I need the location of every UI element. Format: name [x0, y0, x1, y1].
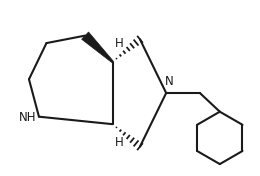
Text: H: H [114, 37, 123, 50]
Polygon shape [82, 32, 113, 62]
Text: N: N [165, 75, 173, 88]
Text: NH: NH [19, 111, 36, 124]
Text: H: H [114, 136, 123, 149]
